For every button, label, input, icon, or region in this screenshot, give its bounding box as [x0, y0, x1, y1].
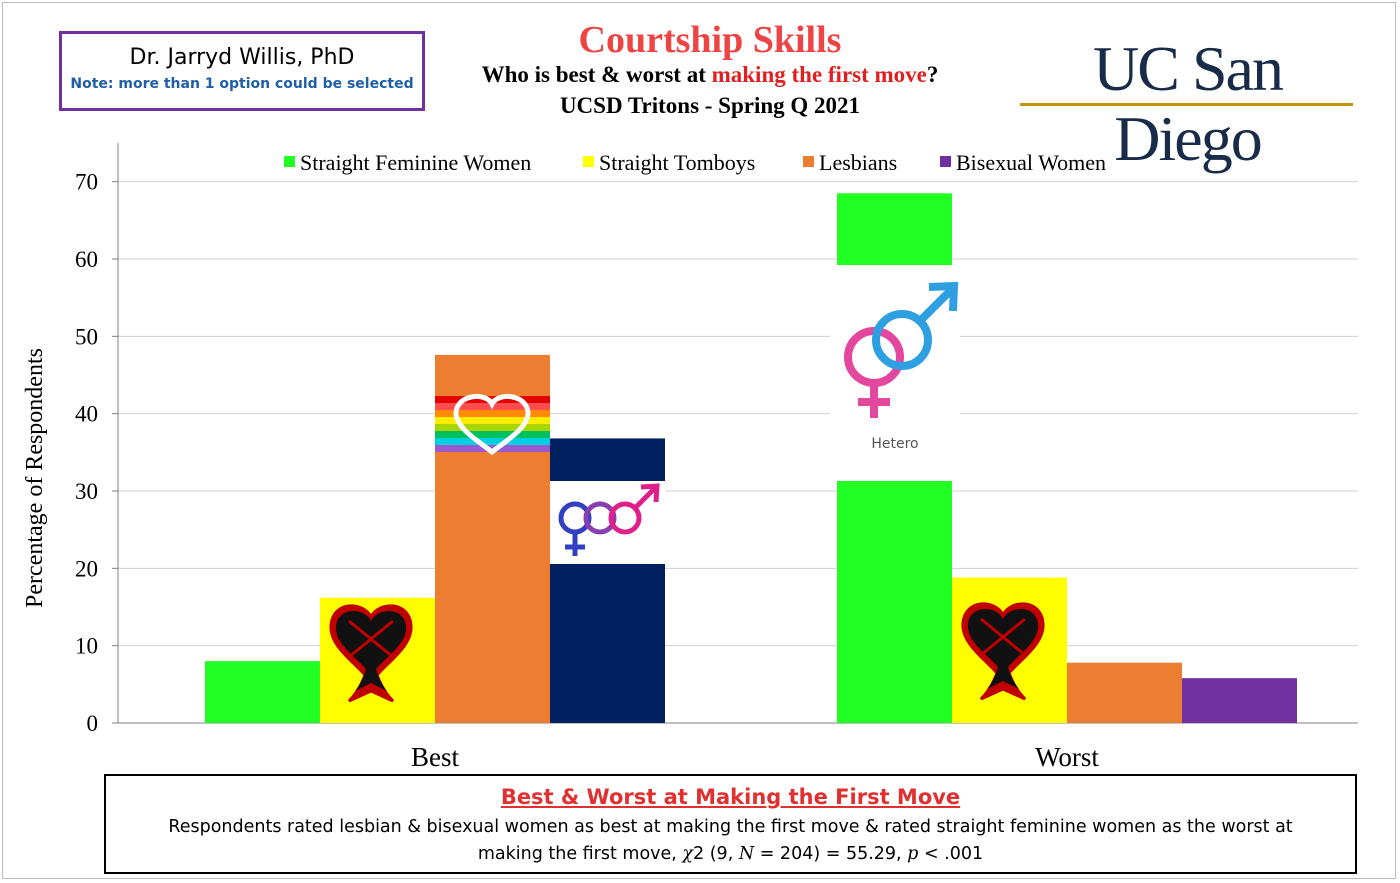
bar — [1067, 662, 1182, 723]
y-tick-label: 0 — [87, 711, 99, 736]
male-arrow-shaft — [917, 288, 953, 324]
heartless-cross — [348, 619, 394, 659]
bisexual-symbol-icon — [550, 481, 665, 564]
pride-stripe — [435, 424, 550, 431]
ucsd-logo-underline — [1020, 103, 1353, 106]
subtitle-suffix: ? — [926, 62, 939, 87]
caption-stat-3: < .001 — [918, 844, 984, 864]
bi-arrow-shaft — [633, 486, 657, 510]
subtitle-highlight: making the first move — [711, 62, 927, 87]
author-name: Dr. Jarryd Willis, PhD — [129, 45, 355, 70]
x-tick-label: Best — [411, 742, 460, 770]
heartless-body — [967, 609, 1039, 689]
chart-subtitle: Who is best & worst at making the first … — [430, 62, 990, 88]
heartless-emblem-icon — [961, 602, 1045, 701]
bi-ring — [608, 501, 642, 535]
y-tick-label: 40 — [75, 402, 98, 427]
y-tick-label: 30 — [75, 479, 98, 504]
pride-stripe — [435, 417, 550, 424]
pride-heart-icon — [435, 394, 550, 456]
pride-stripe — [435, 438, 550, 445]
heartless-cross — [980, 617, 1026, 657]
legend-swatch — [583, 156, 594, 167]
legend-swatch — [803, 156, 814, 167]
hetero-symbol-icon: Hetero — [830, 265, 960, 481]
chart-title: Courtship Skills — [578, 19, 842, 61]
legend-label: Bisexual Women — [956, 150, 1106, 175]
x-tick-label: Worst — [1035, 742, 1099, 770]
hetero-label: Hetero — [871, 436, 918, 452]
caption-chi: χ — [682, 844, 694, 864]
male-arrow-head — [928, 281, 959, 312]
legend-label: Straight Tomboys — [599, 150, 755, 175]
ucsd-logo: UC San Diego — [1093, 33, 1284, 174]
heartless-emblem-icon — [329, 604, 413, 703]
pride-stripe — [435, 431, 550, 438]
caption-n: N — [738, 844, 755, 864]
y-tick-label: 70 — [75, 170, 98, 195]
y-tick-label: 50 — [75, 324, 98, 349]
bar — [205, 661, 320, 723]
bar-chart: 0 10 20 30 40 50 60 70 Percentage of Respondents… — [22, 143, 1358, 770]
pride-stripe — [435, 410, 550, 417]
y-axis-label: Percentage of Respondents — [22, 348, 48, 608]
bi-ring — [583, 501, 617, 535]
y-tick-label: 60 — [75, 247, 98, 272]
chart-subtitle-2: UCSD Tritons - Spring Q 2021 — [559, 93, 861, 118]
male-ring — [872, 310, 932, 370]
caption-title: Best & Worst at Making the First Move — [500, 785, 961, 809]
author-box: Dr. Jarryd Willis, PhD Note: more than 1… — [59, 31, 425, 111]
legend-swatch — [940, 156, 951, 167]
y-tick-label: 10 — [75, 634, 98, 659]
pride-heart-outline — [453, 394, 531, 456]
caption-line-2-prefix: making the first move, — [477, 844, 683, 864]
legend-swatch — [284, 156, 295, 167]
caption-stat-1: 2 (9, — [693, 844, 739, 864]
author-note: Note: more than 1 option could be select… — [70, 76, 414, 92]
subtitle-prefix: Who is best & worst at — [481, 62, 712, 87]
caption-box: Best & Worst at Making the First Move Re… — [104, 774, 1357, 874]
y-tick-label: 20 — [75, 556, 98, 581]
legend-label: Lesbians — [819, 150, 897, 175]
legend-label: Straight Feminine Women — [300, 150, 531, 175]
heartless-body — [335, 611, 407, 691]
caption-line-1: Respondents rated lesbian & bisexual wom… — [168, 817, 1293, 837]
bar — [1182, 678, 1297, 723]
bi-arrow-head — [640, 483, 660, 503]
caption-p: p — [907, 844, 919, 864]
caption-text: Respondents rated lesbian & bisexual wom… — [128, 814, 1333, 868]
caption-stat-2: = 204) = 55.29, — [754, 844, 908, 864]
